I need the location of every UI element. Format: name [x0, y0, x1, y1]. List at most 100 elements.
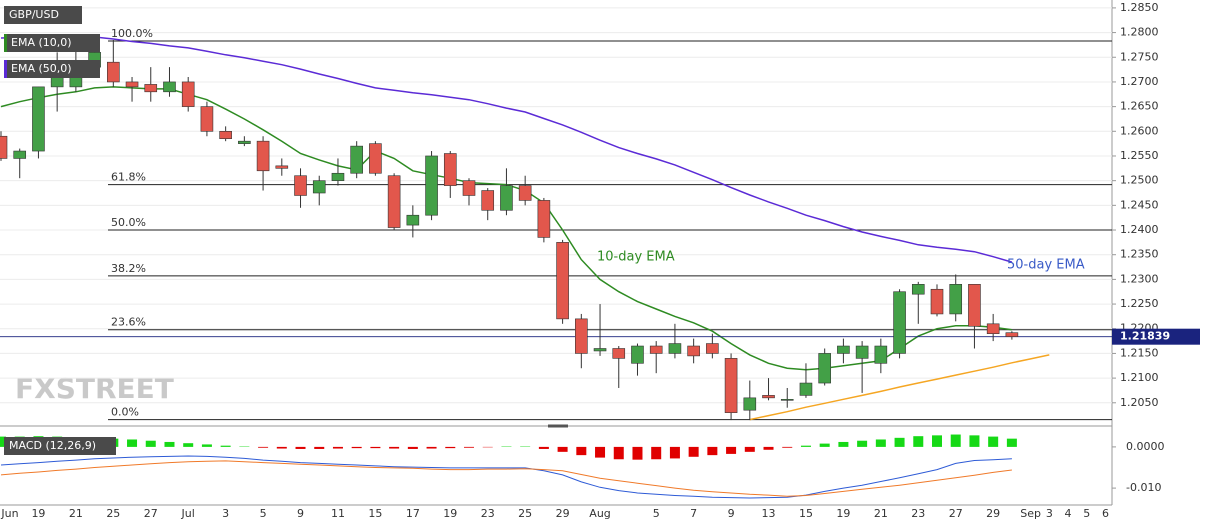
x-tick-label: 21 [69, 507, 83, 520]
histogram-bar [332, 446, 343, 449]
histogram-bar [538, 446, 549, 449]
plot: 1.20501.21001.21501.22001.22501.23001.23… [0, 1, 1165, 520]
histogram-bar [464, 446, 474, 448]
y-tick-label: 1.2500 [1120, 174, 1159, 187]
y-tick-label: 1.2600 [1120, 124, 1159, 137]
candle-body [612, 348, 626, 359]
x-tick-label: 9 [297, 507, 304, 520]
x-tick-label: Jun [0, 507, 18, 520]
x-tick-label: Aug [589, 507, 610, 520]
candle-body [481, 190, 495, 211]
histogram-bar [426, 446, 437, 449]
candle-body [986, 323, 1000, 334]
histogram-bar [145, 440, 156, 447]
y-tick-label: 1.2800 [1120, 26, 1159, 39]
histogram-bar [276, 446, 287, 449]
histogram-bar [726, 446, 737, 454]
histogram-bar [445, 446, 456, 449]
annotation: 50-day EMA [1007, 258, 1085, 273]
candle-body [406, 214, 420, 226]
y-tick-label: 1.2700 [1120, 75, 1159, 88]
x-tick-label: 7 [690, 507, 697, 520]
y-tick-label: 0.0000 [1126, 440, 1165, 453]
price-tag [1112, 328, 1200, 345]
histogram-bar [351, 446, 362, 449]
legend-swatch [4, 34, 7, 52]
candle-body [107, 61, 120, 83]
y-tick-label: 1.2350 [1120, 248, 1159, 261]
x-tick-label: 19 [31, 507, 45, 520]
candle-body [911, 284, 925, 295]
y-tick-label: 1.2300 [1120, 272, 1159, 285]
candle-body [593, 348, 607, 352]
histogram-bar [557, 446, 568, 452]
histogram-bar [800, 445, 811, 447]
candle-body [631, 345, 644, 364]
histogram-bar [595, 446, 606, 458]
legend-box [4, 60, 100, 78]
x-tick-label: 11 [331, 507, 345, 520]
histogram-bar [183, 443, 194, 447]
fib-label: 23.6% [111, 316, 146, 329]
histogram-bar [613, 446, 624, 460]
x-tick-label: 3 [1046, 507, 1053, 520]
x-tick-label: 3 [222, 507, 229, 520]
candle-body [369, 143, 382, 174]
x-tick-label: 21 [874, 507, 888, 520]
y-tick-label: 1.2150 [1120, 346, 1159, 359]
price-tag-label: 1.21839 [1120, 330, 1170, 343]
x-tick-label: 19 [836, 507, 850, 520]
y-tick-label: 1.2850 [1120, 1, 1159, 14]
fib-label: 0.0% [111, 406, 139, 419]
legend-box [4, 6, 82, 24]
x-tick-label: Jul [181, 507, 195, 520]
histogram-bar [164, 441, 175, 447]
x-tick-label: 5 [260, 507, 267, 520]
candle-body [855, 345, 869, 359]
candle-body [780, 399, 794, 401]
histogram-bar [201, 444, 212, 447]
histogram-bar [651, 446, 662, 460]
histogram-bar [819, 443, 830, 447]
histogram-bar [370, 446, 381, 449]
histogram-bar [838, 441, 849, 447]
histogram-bar [0, 436, 6, 447]
legend-label: EMA (50,0) [11, 62, 72, 75]
histogram-bar [669, 446, 680, 459]
x-tick-label: 23 [911, 507, 925, 520]
histogram-bar [875, 439, 886, 447]
x-tick-label: 29 [556, 507, 570, 520]
y-tick-label: 1.2450 [1120, 198, 1159, 211]
x-tick-label: Sep [1020, 507, 1041, 520]
fib-label: 38.2% [111, 262, 146, 275]
candle-body [443, 153, 457, 186]
candle-body [0, 135, 8, 159]
candle-body [874, 345, 888, 364]
x-tick-label: 9 [728, 507, 735, 520]
candle-body [968, 284, 981, 327]
candle-body [930, 288, 944, 315]
x-tick-label: 4 [1065, 507, 1072, 520]
candle-body [144, 84, 158, 93]
legend-swatch [4, 60, 7, 78]
x-tick-label: 15 [368, 507, 382, 520]
candle-body [238, 140, 251, 144]
candle-body [13, 150, 27, 159]
y-tick-label: 1.2650 [1120, 100, 1159, 113]
y-tick-label: 1.2100 [1120, 371, 1159, 384]
y-tick-label: 1.2050 [1120, 396, 1159, 409]
histogram-bar [407, 446, 418, 449]
candle-body [668, 343, 682, 354]
x-tick-label: 23 [481, 507, 495, 520]
candle-body [1005, 332, 1019, 337]
fib-label: 61.8% [111, 171, 146, 184]
histogram-bar [576, 446, 587, 456]
histogram-bar [932, 435, 942, 447]
legend: GBP/USD EMA (10,0) EMA (50,0) MACD (12,2… [4, 6, 116, 455]
candle-body [350, 145, 363, 174]
y-tick-label: -0.010 [1126, 481, 1161, 494]
histogram-bar [913, 436, 924, 447]
ema-line [0, 36, 1013, 263]
candle-body [799, 382, 813, 396]
